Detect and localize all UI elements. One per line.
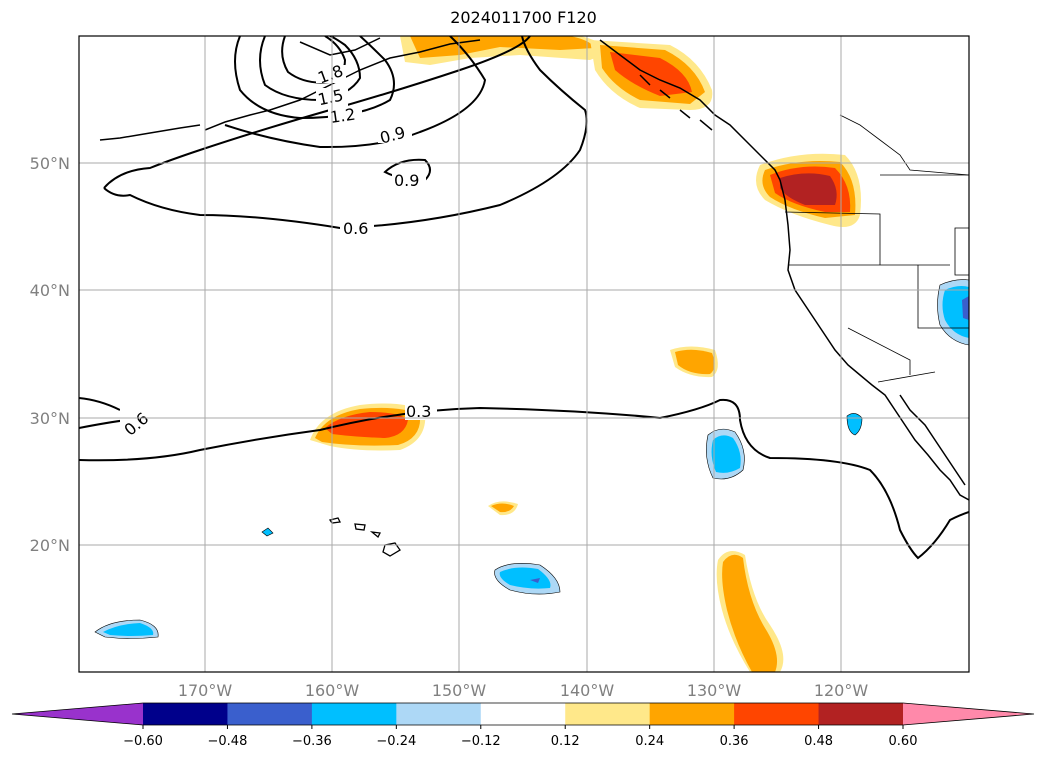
map-content: 1.8 1.5 1.2 0.9 0.9 0.6 0.3 0.6	[79, 36, 969, 672]
lat-label-40n: 40°N	[30, 281, 70, 300]
colorbar-cell	[227, 703, 313, 725]
borders	[784, 114, 969, 383]
colorbar-cell	[649, 703, 735, 725]
colorbar-extend-low	[12, 703, 143, 725]
colorbar-tick-label: 0.12	[551, 734, 580, 749]
negative-anomaly-areas	[94, 173, 969, 639]
coastlines	[99, 37, 969, 501]
contour-label-1.5: 1.5	[316, 85, 345, 109]
hawaiian-islands	[328, 517, 401, 557]
lat-label-20n: 20°N	[30, 536, 70, 555]
contour-label-0.3: 0.3	[406, 402, 431, 421]
lon-label-120w: 120°W	[814, 681, 869, 700]
colorbar-tick-label: 0.36	[720, 734, 749, 749]
lat-label-50n: 50°N	[30, 154, 70, 173]
colorbar-tick-label: −0.24	[376, 734, 416, 749]
colorbar-tick-label: 0.48	[804, 734, 833, 749]
colorbar-tick-label: −0.36	[292, 734, 332, 749]
gridlines	[79, 36, 969, 672]
colorbar-extend-high	[903, 703, 1034, 725]
lon-label-150w: 150°W	[432, 681, 487, 700]
contour-label-1.8: 1.8	[315, 61, 345, 88]
colorbar-tick-label: 0.60	[889, 734, 918, 749]
contour-lines	[79, 36, 969, 560]
colorbar-tick-label: −0.48	[208, 734, 248, 749]
map-frame	[78, 35, 970, 673]
colorbar-tick-label: −0.12	[461, 734, 501, 749]
contour-labels: 1.8 1.5 1.2 0.9 0.9 0.6 0.3 0.6	[120, 61, 437, 440]
map-title: 2024011700 F120	[450, 8, 597, 27]
colorbar-cell	[143, 703, 228, 725]
colorbar-cells	[143, 703, 904, 725]
positive-anomaly-areas	[310, 36, 861, 672]
colorbar-cell	[311, 703, 397, 725]
colorbar-cell	[565, 703, 651, 725]
latitude-labels: 50°N 40°N 30°N 20°N	[30, 154, 70, 555]
lon-label-170w: 170°W	[178, 681, 233, 700]
colorbar-cell	[734, 703, 820, 725]
colorbar-cell	[396, 703, 482, 725]
colorbar-ticks: −0.60 −0.48 −0.36 −0.24 −0.12 0.12 0.24 0.36 0.4…	[123, 725, 917, 749]
contour-label-1.2: 1.2	[329, 105, 357, 127]
longitude-labels: 170°W 160°W 150°W 140°W 130°W 120°W	[178, 681, 869, 700]
colorbar-tick-label: 0.24	[635, 734, 664, 749]
colorbar-tick-label: −0.60	[123, 734, 163, 749]
lon-label-140w: 140°W	[560, 681, 615, 700]
colorbar: −0.60 −0.48 −0.36 −0.24 −0.12 0.12 0.24 0.36 0.4…	[11, 702, 1035, 749]
lon-label-160w: 160°W	[305, 681, 360, 700]
contour-label-0.9-lower: 0.9	[394, 171, 419, 190]
lon-label-130w: 130°W	[687, 681, 742, 700]
lat-label-30n: 30°N	[30, 409, 70, 428]
colorbar-cell	[480, 703, 566, 725]
contour-label-0.6: 0.6	[343, 219, 368, 238]
colorbar-cell	[818, 703, 904, 725]
